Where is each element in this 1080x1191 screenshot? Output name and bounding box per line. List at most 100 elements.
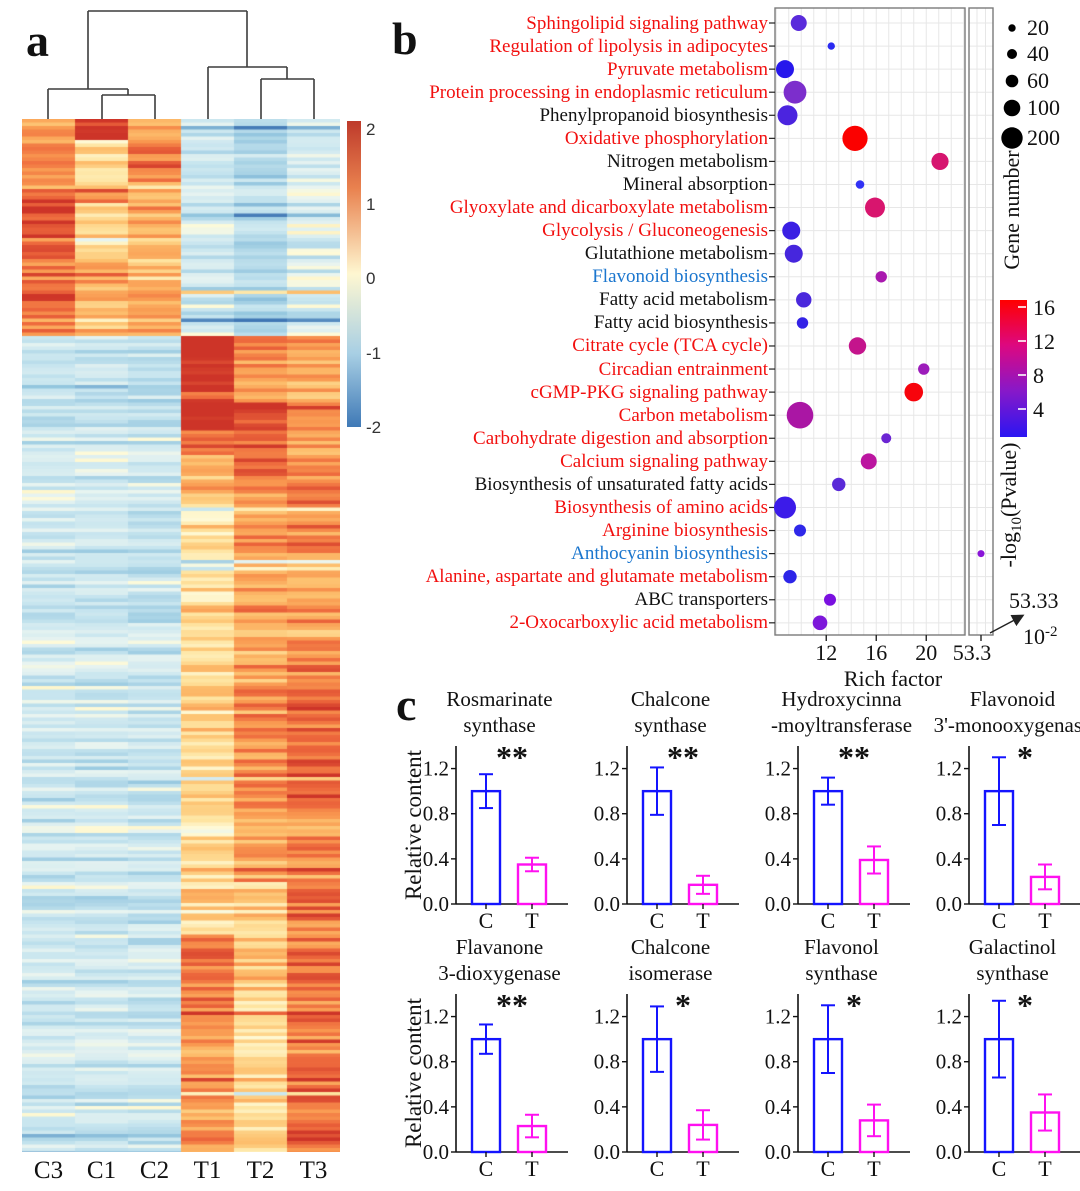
x-tick-label: C [479, 1156, 494, 1181]
pathway-bubble [904, 382, 924, 402]
x-axis-title: Rich factor [844, 666, 943, 691]
y-tick-label: 1.2 [936, 757, 962, 781]
y-tick-label: 1.2 [765, 1005, 791, 1029]
title-line-1: Chalcone [630, 935, 711, 959]
pathway-label: Mineral absorption [622, 173, 768, 195]
y-tick-label: 1.2 [765, 757, 791, 781]
title-line-1: Hydroxycinna [781, 687, 902, 711]
bar-chart-row-1: Rosmarinate synthase 0.0 0.4 0.8 1.2 C T ** Chalc… [414, 686, 1080, 939]
pathway-label: Glycolysis / Gluconeogenesis [542, 220, 768, 242]
x-tick-label: 16 [865, 640, 887, 665]
bar-chart-plot: 0.0 0.4 0.8 1.2 C T * [936, 987, 1080, 1181]
pathway-bubble [784, 244, 803, 263]
y-tick-label: 0.0 [423, 892, 449, 916]
title-line-2: synthase [463, 713, 536, 737]
significance-stars: * [846, 987, 862, 1023]
pathway-bubble [786, 401, 814, 429]
pathway-bubble [832, 477, 846, 492]
sample-label-t3: T3 [299, 1157, 328, 1184]
heatmap-colorbar-tick: -2 [366, 418, 382, 437]
break-annotation: 53.33 [1009, 588, 1059, 613]
panel-c: c Relative content Relative content Rosm… [390, 682, 1080, 1191]
y-tick-label: 0.4 [423, 1095, 450, 1119]
bar-chart-plot: 0.0 0.4 0.8 1.2 C T * [765, 987, 910, 1181]
bar-chart-title: Chalcone synthase [585, 686, 756, 738]
size-legend-dot [1003, 99, 1021, 117]
heatmap-colorbar-tick: 2 [366, 120, 376, 139]
sample-label-t2: T2 [246, 1157, 275, 1184]
pathway-bubble [875, 271, 887, 283]
x-tick-label: C [650, 1156, 665, 1181]
size-legend-dot [1001, 127, 1023, 149]
bar-c [812, 789, 844, 906]
pathway-bubble [812, 615, 828, 631]
pathway-label: Carbon metabolism [618, 404, 768, 426]
pathway-bubble [860, 453, 877, 470]
size-legend-dot [1005, 74, 1019, 88]
pathway-label: ABC transporters [634, 589, 768, 611]
heatmap-colorbar [347, 121, 361, 427]
pvalue-colorbar [1000, 300, 1027, 437]
pathway-label: Citrate cycle (TCA cycle) [572, 335, 768, 357]
x-tick-label: C [992, 908, 1007, 933]
title-line-1: Galactinol [968, 935, 1057, 959]
size-legend-value: 40 [1027, 41, 1049, 66]
heatmap-colorbar-tick: -1 [366, 343, 382, 363]
y-tick-label: 0.4 [423, 847, 450, 871]
pathway-bubble [776, 60, 794, 79]
x-tick-label: 20 [915, 640, 937, 665]
pathway-label: Phenylpropanoid biosynthesis [539, 104, 768, 126]
pathway-bubble [782, 221, 801, 240]
y-tick-label: 1.2 [423, 1005, 449, 1029]
bar-chart: Flavonoid 3'-monooxygenase 0.0 0.4 0.8 1.2 C T * [927, 686, 1080, 939]
y-tick-label: 0.8 [594, 1050, 620, 1074]
panel-a-label: a [26, 15, 49, 66]
bar-t [1029, 1111, 1061, 1154]
pathway-bubble [931, 152, 949, 171]
break-note: 10-2 [1023, 624, 1058, 649]
pathway-label: Glutathione metabolism [584, 243, 768, 265]
x-tick-label: C [650, 908, 665, 933]
y-tick-label: 0.0 [936, 1140, 962, 1164]
break-arrow [989, 614, 1025, 634]
pathway-label-list: Sphingolipid signaling pathway Regulation… [340, 0, 768, 640]
pathway-label: Biosynthesis of amino acids [554, 496, 768, 518]
pvalue-tick-label: 12 [1033, 329, 1055, 354]
bar-chart: Flavanone 3-dioxygenase 0.0 0.4 0.8 1.2 C T ** [414, 934, 585, 1187]
pathway-bubble [918, 363, 930, 375]
significance-stars: ** [667, 739, 699, 775]
size-legend-value: 60 [1027, 68, 1049, 93]
pathway-bubble [881, 433, 892, 444]
bar-chart: Chalcone synthase 0.0 0.4 0.8 1.2 C T ** [585, 686, 756, 939]
bar-chart-plot: 0.0 0.4 0.8 1.2 C T * [594, 987, 739, 1181]
pathway-label: Pyruvate metabolism [607, 58, 768, 80]
significance-stars: ** [496, 987, 528, 1023]
pathway-bubble [796, 317, 809, 329]
y-tick-label: 0.0 [765, 892, 791, 916]
bar-chart-row-2: Flavanone 3-dioxygenase 0.0 0.4 0.8 1.2 C T ** Ch… [414, 934, 1080, 1187]
y-tick-label: 0.0 [423, 1140, 449, 1164]
size-legend-value: 20 [1027, 15, 1049, 40]
pathway-bubble [824, 593, 836, 606]
x-tick-label: T [696, 908, 710, 933]
y-tick-label: 0.8 [765, 802, 791, 826]
significance-stars: * [675, 987, 691, 1023]
title-line-2: 3-dioxygenase [438, 961, 561, 985]
y-tick-label: 0.4 [765, 1095, 792, 1119]
x-tick-label: T [696, 1156, 710, 1181]
pathway-bubble [865, 197, 885, 218]
pvalue-legend-title: -log10(Pvalue) [996, 443, 1025, 568]
bar-chart-title: Chalcone isomerase [585, 934, 756, 986]
bar-chart: Chalcone isomerase 0.0 0.4 0.8 1.2 C T * [585, 934, 756, 1187]
bar-chart-plot: 0.0 0.4 0.8 1.2 C T ** [423, 739, 568, 933]
pathway-bubble [842, 125, 868, 151]
bar-chart: Flavonol synthase 0.0 0.4 0.8 1.2 C T * [756, 934, 927, 1187]
pathway-bubble [790, 15, 807, 31]
bar-c [641, 1037, 673, 1154]
y-tick-label: 0.8 [765, 1050, 791, 1074]
bar-c [470, 1037, 502, 1154]
bar-chart: Rosmarinate synthase 0.0 0.4 0.8 1.2 C T ** [414, 686, 585, 939]
y-tick-label: 0.4 [594, 847, 621, 871]
title-line-1: Flavonol [804, 935, 879, 959]
pathway-bubble [796, 292, 812, 308]
